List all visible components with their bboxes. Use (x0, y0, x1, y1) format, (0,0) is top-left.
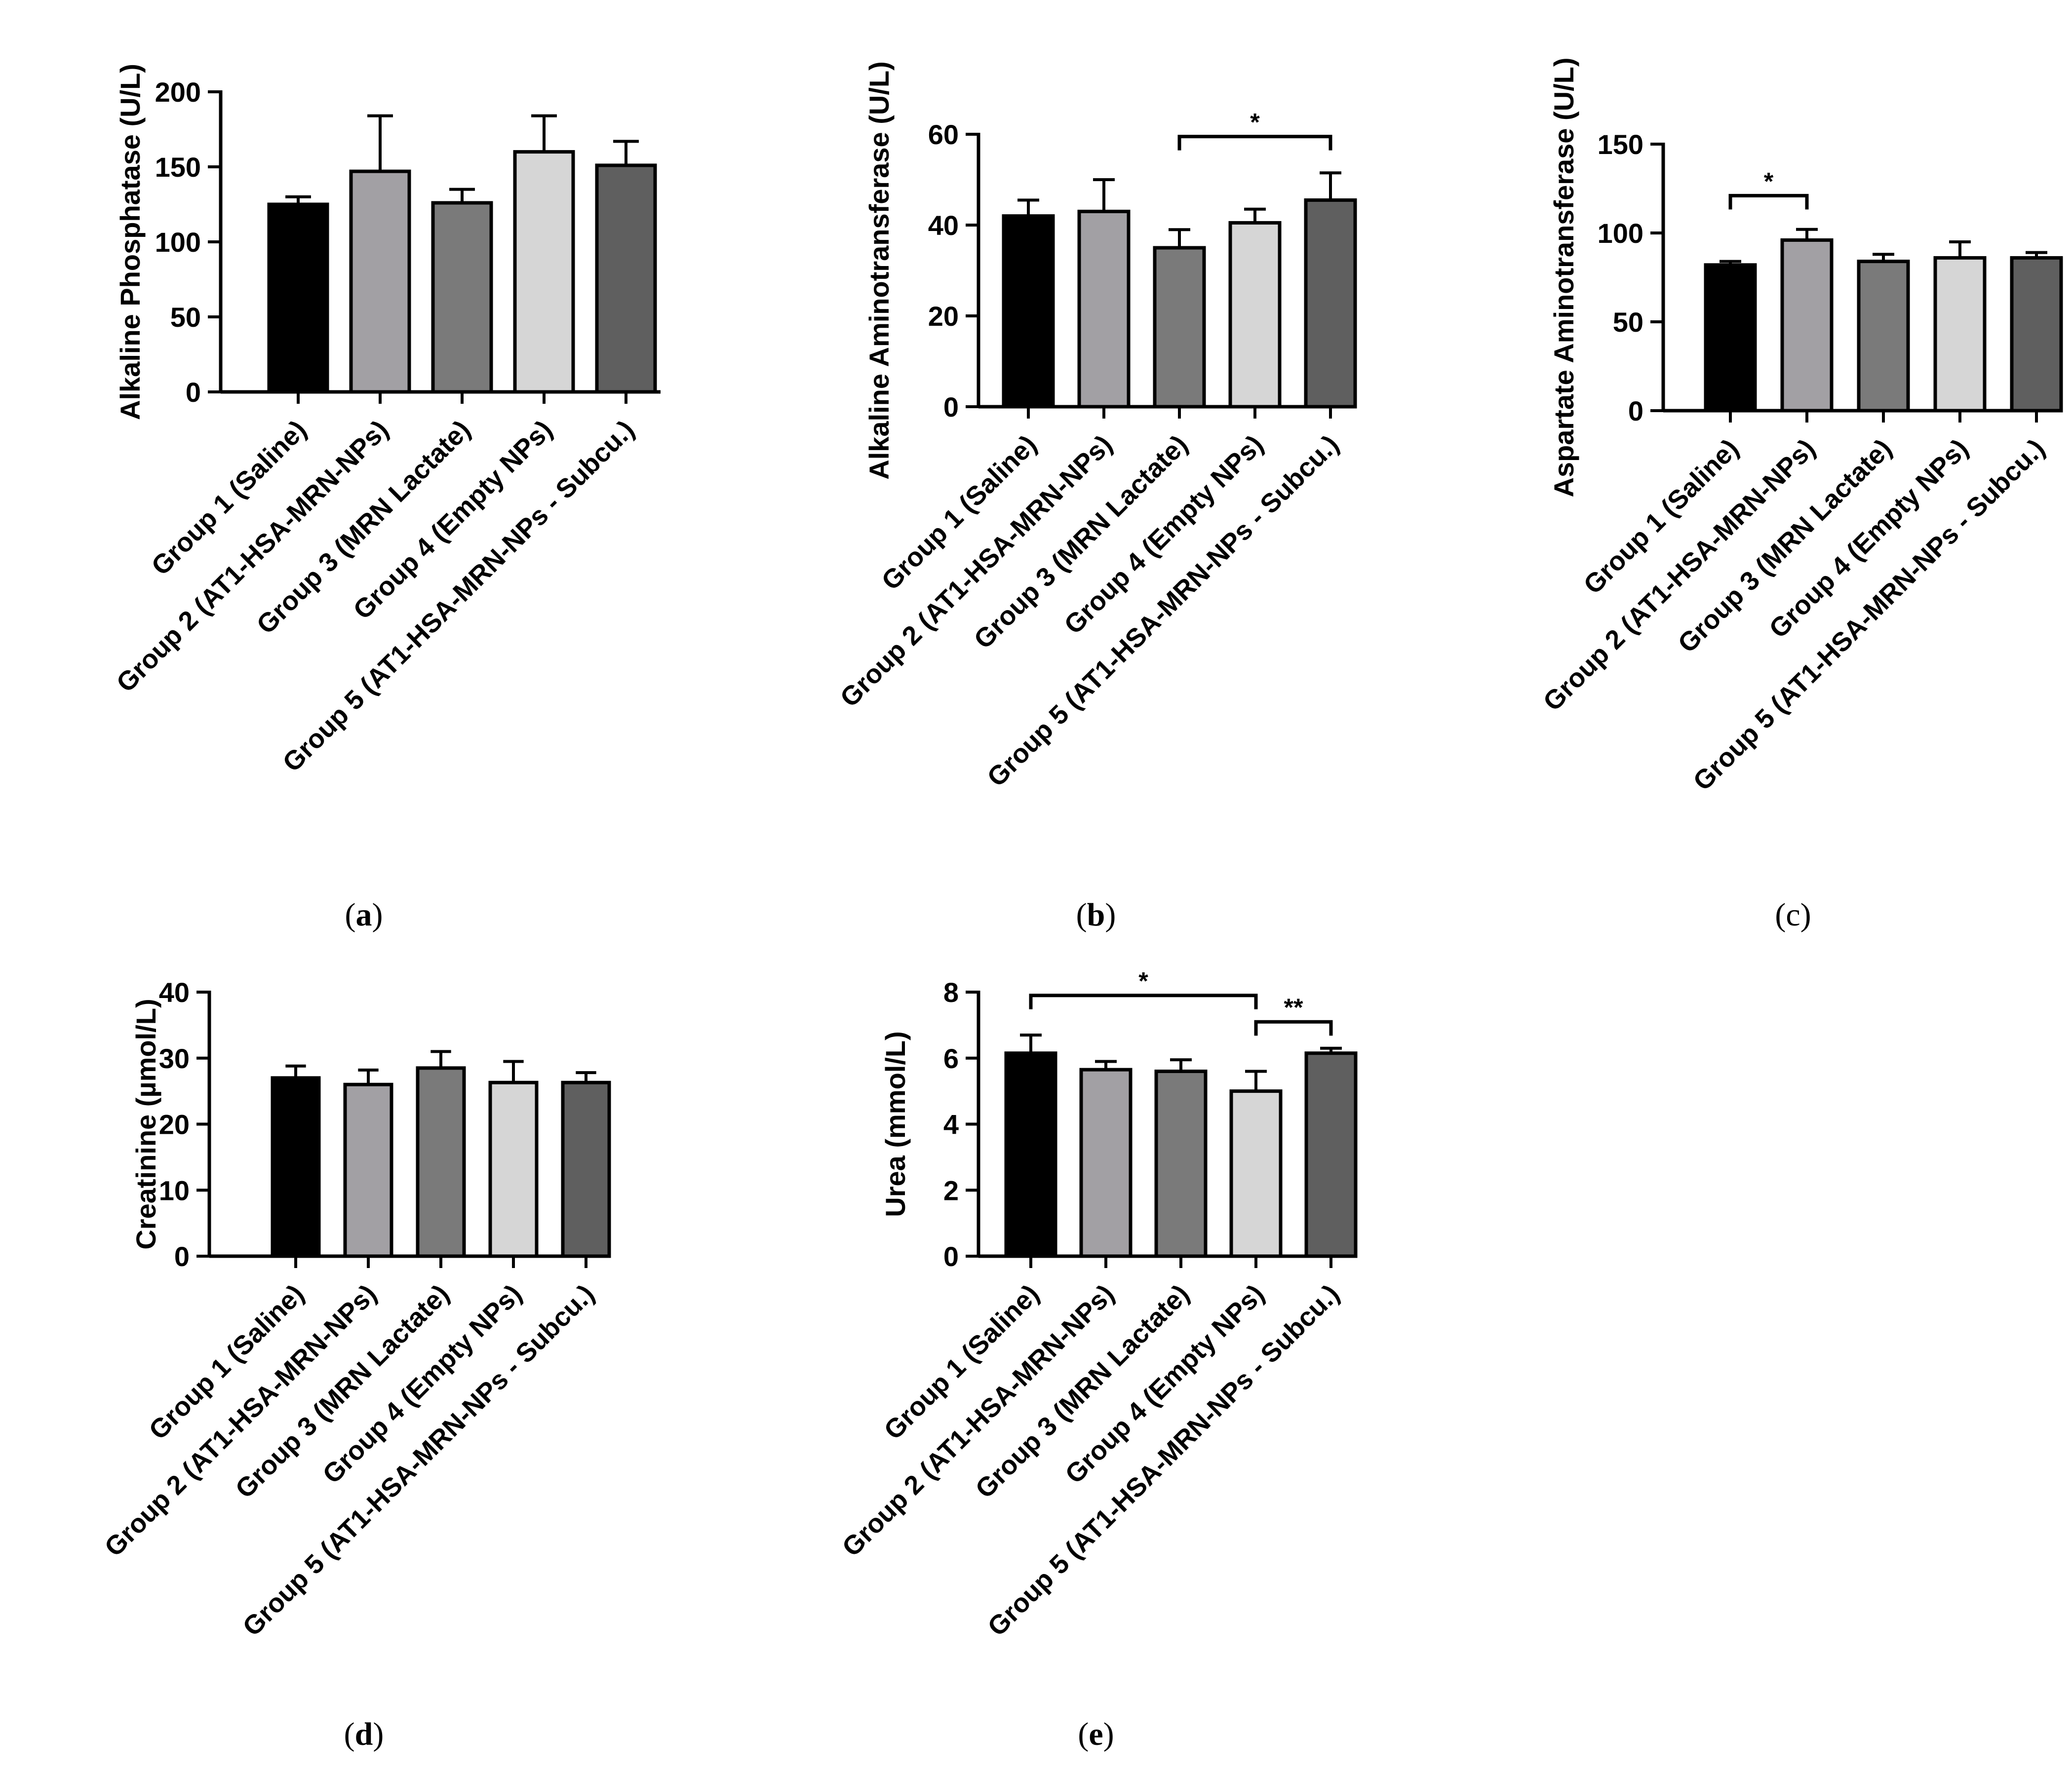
bar-group-5 (595, 163, 657, 394)
panel-caption: (d) (344, 1716, 384, 1752)
y-tick-label: 6 (943, 1043, 959, 1074)
bar-group-5 (2010, 256, 2063, 413)
y-tick-label: 0 (943, 391, 959, 423)
bar-group-5 (1304, 198, 1357, 409)
significance-label: * (1764, 167, 1774, 195)
y-tick-label: 20 (159, 1109, 190, 1140)
y-tick-label: 0 (1628, 395, 1643, 426)
y-tick-label: 50 (1613, 307, 1643, 338)
bar-group-3 (416, 1066, 466, 1258)
y-axis-title: Creatinine (µmol/L) (130, 999, 161, 1249)
bar-group-2 (1077, 209, 1131, 409)
y-tick-label: 150 (1598, 129, 1643, 160)
bar-group-4 (1933, 256, 1987, 413)
bar-group-3 (1153, 246, 1206, 409)
panel-caption: (a) (345, 897, 383, 933)
y-tick-label: 50 (170, 302, 201, 333)
significance-bracket (1728, 193, 1809, 210)
bar-group-2 (1780, 238, 1834, 413)
bar-group-4 (1229, 1089, 1283, 1258)
bar-group-1 (1704, 263, 1757, 413)
y-tick-label: 40 (159, 977, 190, 1008)
bar-group-1 (271, 1076, 321, 1258)
significance-bracket (1029, 994, 1258, 1009)
bar-group-3 (1154, 1070, 1208, 1258)
significance-bracket (1177, 135, 1332, 151)
y-tick-label: 150 (155, 152, 201, 183)
bar-group-2 (349, 169, 411, 394)
y-tick-label: 2 (943, 1175, 959, 1206)
y-tick-label: 8 (943, 977, 959, 1008)
y-tick-label: 100 (155, 227, 201, 258)
bar-group-1 (1002, 214, 1055, 409)
y-tick-label: 0 (186, 377, 201, 408)
bar-group-5 (1304, 1051, 1358, 1258)
bar-group-5 (561, 1080, 611, 1258)
y-tick-label: 100 (1598, 218, 1643, 249)
panel-caption: (c) (1775, 897, 1811, 933)
y-tick-label: 40 (928, 210, 959, 241)
y-tick-label: 30 (159, 1043, 190, 1074)
significance-label: * (1250, 109, 1260, 136)
y-axis-title: Alkaline Aminotransferase (U/L) (863, 61, 895, 479)
bar-group-1 (267, 202, 329, 394)
bar-group-3 (431, 201, 493, 394)
bar-group-2 (343, 1082, 393, 1258)
bar-group-4 (1228, 221, 1282, 409)
y-tick-label: 20 (928, 301, 959, 332)
panel-caption: (b) (1076, 897, 1116, 933)
significance-bracket (1254, 1020, 1333, 1036)
significance-label: ** (1284, 994, 1303, 1021)
panel-caption: (e) (1078, 1716, 1114, 1752)
y-axis-title: Aspartate Aminotransferase (U/L) (1548, 57, 1579, 497)
y-axis-title: Urea (mmol/L) (880, 1031, 911, 1217)
bar-group-4 (513, 150, 575, 394)
bar-group-1 (1004, 1051, 1057, 1258)
y-tick-label: 10 (159, 1175, 190, 1206)
bar-group-3 (1857, 260, 1910, 413)
significance-label: * (1138, 967, 1148, 995)
y-tick-label: 0 (943, 1241, 959, 1272)
y-axis-title: Alkaline Phosphatase (U/L) (115, 64, 146, 420)
y-tick-label: 0 (174, 1241, 190, 1272)
bar-group-2 (1079, 1068, 1133, 1258)
bar-group-4 (488, 1080, 539, 1258)
y-tick-label: 200 (155, 77, 201, 108)
y-tick-label: 4 (943, 1109, 959, 1140)
y-tick-label: 60 (928, 119, 959, 150)
